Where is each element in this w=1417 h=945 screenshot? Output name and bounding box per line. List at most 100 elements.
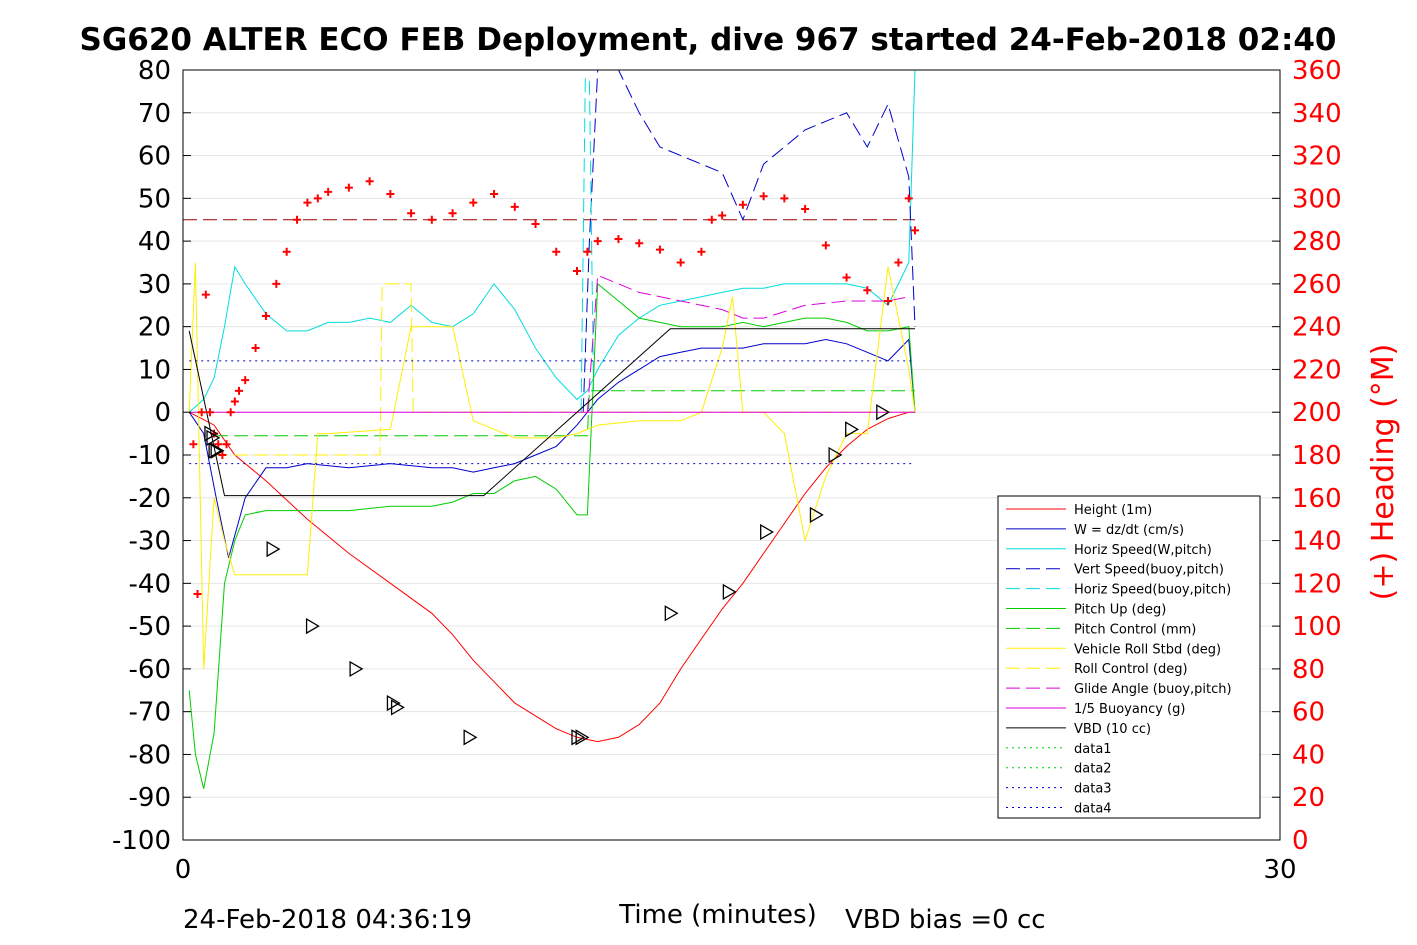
heading-point xyxy=(707,215,716,224)
heading-point xyxy=(655,245,664,254)
left-tick-label: 80 xyxy=(138,56,171,86)
legend-label: Horiz Speed(buoy,pitch) xyxy=(1074,583,1231,598)
legend-label: Glide Angle (buoy,pitch) xyxy=(1074,682,1232,697)
heading-point xyxy=(821,241,830,250)
legend-label: W = dz/dt (cm/s) xyxy=(1074,523,1184,538)
heading-point xyxy=(718,211,727,220)
triangle-marker xyxy=(664,605,679,622)
legend-box xyxy=(997,495,1261,819)
heading-point xyxy=(448,209,457,218)
heading-markers xyxy=(189,177,919,599)
heading-point xyxy=(490,190,499,199)
heading-point xyxy=(842,273,851,282)
triangle-markers xyxy=(204,404,891,746)
right-tick-label: 320 xyxy=(1292,142,1342,172)
right-axis-label: (+) Heading (°M) xyxy=(1366,344,1401,601)
triangle-marker xyxy=(575,729,590,746)
triangle-marker xyxy=(266,540,281,558)
legend-label: VBD (10 cc) xyxy=(1074,722,1151,737)
triangle-marker xyxy=(845,421,860,438)
heading-point xyxy=(884,297,893,305)
heading-point xyxy=(282,247,291,256)
triangle-marker xyxy=(722,583,737,601)
legend-label: Vert Speed(buoy,pitch) xyxy=(1074,563,1224,578)
heading-point xyxy=(226,408,235,417)
triangle-marker xyxy=(206,429,221,447)
heading-point xyxy=(801,205,810,214)
heading-point xyxy=(214,440,223,449)
heading-point xyxy=(697,247,706,256)
series-layer xyxy=(183,69,916,789)
right-tick-label: 220 xyxy=(1292,355,1342,385)
legend-label: Pitch Control (mm) xyxy=(1074,622,1196,637)
left-tick-label: -50 xyxy=(129,612,171,642)
heading-point xyxy=(759,192,768,201)
right-tick-label: 280 xyxy=(1292,227,1342,257)
left-tick-label: 0 xyxy=(154,398,171,428)
triangle-marker xyxy=(463,729,478,746)
x-axis: 0 30 xyxy=(175,855,1297,885)
heading-point xyxy=(894,258,903,267)
heading-point xyxy=(583,247,592,256)
heading-point xyxy=(572,267,581,276)
series-line-7 xyxy=(188,262,916,669)
heading-point xyxy=(635,239,644,248)
heading-point xyxy=(193,590,202,599)
left-tick-label: 70 xyxy=(138,99,171,129)
series-line-4 xyxy=(580,78,595,413)
triangle-marker xyxy=(386,694,401,712)
series-line-5 xyxy=(188,282,916,789)
right-tick-label: 80 xyxy=(1292,655,1325,685)
chart-title: SG620 ALTER ECO FEB Deployment, dive 967… xyxy=(80,22,1337,58)
heading-point xyxy=(531,220,540,228)
heading-point xyxy=(427,215,436,224)
heading-point xyxy=(614,234,623,243)
right-tick-label: 20 xyxy=(1292,783,1325,813)
heading-point xyxy=(738,200,747,209)
legend-label: data4 xyxy=(1074,802,1112,817)
left-tick-label: -80 xyxy=(129,740,171,770)
triangle-marker xyxy=(305,617,320,635)
left-tick-label: -70 xyxy=(129,698,171,728)
triangle-marker xyxy=(876,404,891,421)
left-tick-label: 10 xyxy=(138,355,171,385)
heading-point xyxy=(303,198,312,207)
legend-label: Roll Control (deg) xyxy=(1074,662,1188,677)
heading-point xyxy=(676,258,685,267)
footer-vbd-bias: VBD bias =0 cc xyxy=(845,905,1046,935)
triangle-marker xyxy=(204,425,219,442)
heading-point xyxy=(218,451,227,459)
legend-label: data2 xyxy=(1074,762,1112,777)
heading-point xyxy=(911,226,919,235)
heading-point xyxy=(407,209,416,218)
right-tick-label: 100 xyxy=(1292,612,1342,642)
left-axis: 80 70 60 50 40 30 20 10 0 -10 -20 -30 -40 -50 -60 -70 -8… xyxy=(112,56,191,856)
right-tick-label: 60 xyxy=(1292,698,1325,728)
series-line-1 xyxy=(188,338,916,558)
triangle-marker xyxy=(571,729,586,746)
heading-point xyxy=(230,397,239,406)
left-tick-label: -100 xyxy=(112,826,171,856)
legend-label: Pitch Up (deg) xyxy=(1074,603,1166,618)
heading-point xyxy=(344,183,353,192)
heading-point xyxy=(205,408,214,417)
heading-point xyxy=(386,190,395,199)
right-tick-label: 360 xyxy=(1292,56,1342,86)
triangle-marker xyxy=(760,523,774,541)
heading-point xyxy=(293,215,302,224)
x-axis-label: Time (minutes) xyxy=(618,900,816,930)
triangle-marker xyxy=(349,660,364,678)
right-tick-label: 180 xyxy=(1292,441,1342,471)
left-tick-label: -40 xyxy=(129,569,171,599)
right-tick-label: 160 xyxy=(1292,484,1342,514)
left-tick-label: -20 xyxy=(129,484,171,514)
heading-point xyxy=(552,247,561,256)
legend-label: data3 xyxy=(1074,782,1112,797)
left-tick-label: 60 xyxy=(138,142,171,172)
series-line-6 xyxy=(214,390,915,437)
heading-point xyxy=(324,187,333,196)
heading-point xyxy=(261,311,270,320)
left-tick-label: -10 xyxy=(129,441,171,471)
heading-point xyxy=(780,194,789,203)
heading-point xyxy=(313,194,322,203)
